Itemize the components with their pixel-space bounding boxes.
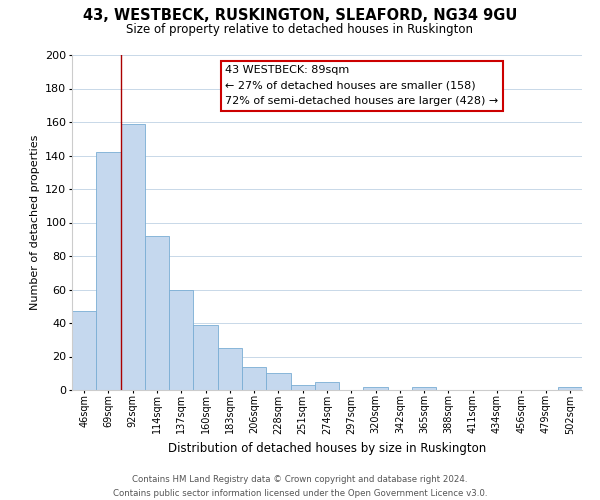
Bar (145, 236, 169, 390)
Bar (96, 152, 121, 390)
Bar (72, 312, 96, 390)
Bar (412, 386, 436, 390)
X-axis label: Distribution of detached houses by size in Ruskington: Distribution of detached houses by size … (168, 442, 486, 455)
Bar (121, 124, 145, 390)
Text: Size of property relative to detached houses in Ruskington: Size of property relative to detached ho… (127, 22, 473, 36)
Text: 43, WESTBECK, RUSKINGTON, SLEAFORD, NG34 9GU: 43, WESTBECK, RUSKINGTON, SLEAFORD, NG34… (83, 8, 517, 22)
Bar (315, 382, 339, 390)
Bar (558, 386, 582, 390)
Y-axis label: Number of detached properties: Number of detached properties (30, 135, 40, 310)
Text: 43 WESTBECK: 89sqm
← 27% of detached houses are smaller (158)
72% of semi-detach: 43 WESTBECK: 89sqm ← 27% of detached hou… (225, 65, 498, 106)
Bar (242, 366, 266, 390)
Bar (266, 373, 290, 390)
Bar (364, 386, 388, 390)
Bar (169, 290, 193, 390)
Bar (218, 348, 242, 390)
Bar (193, 324, 218, 390)
Bar (290, 385, 315, 390)
Text: Contains HM Land Registry data © Crown copyright and database right 2024.
Contai: Contains HM Land Registry data © Crown c… (113, 476, 487, 498)
